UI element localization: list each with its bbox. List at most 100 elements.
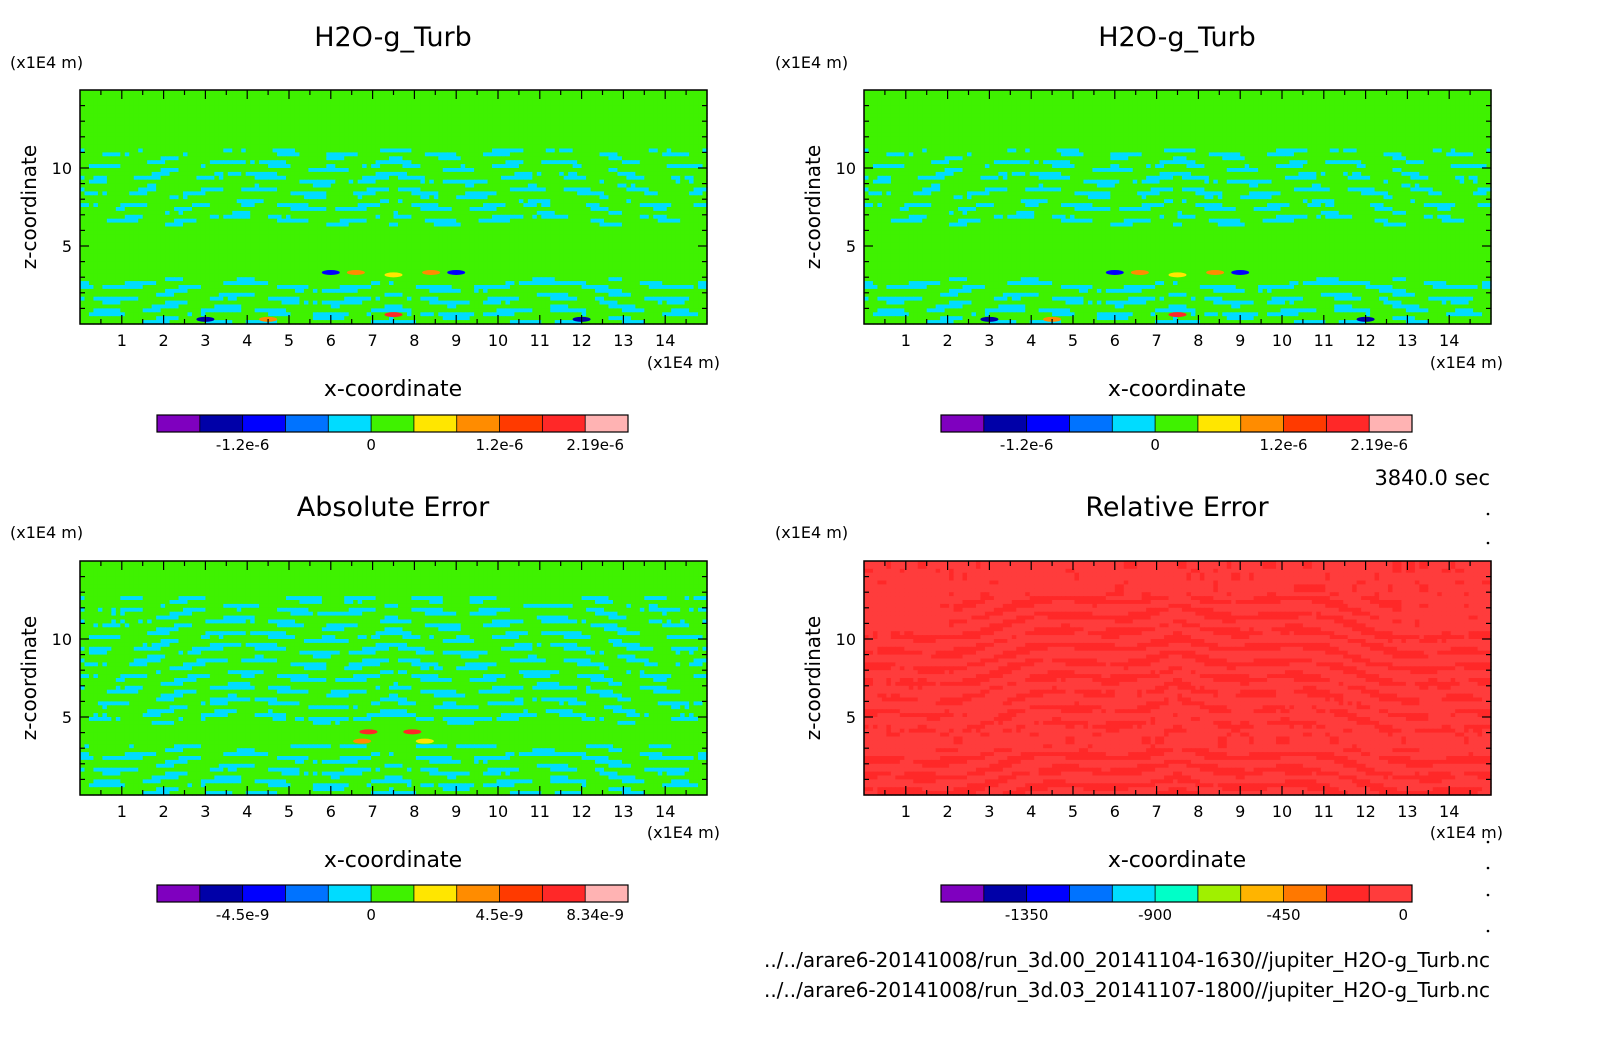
heatmap-cell: [698, 97, 704, 103]
heatmap-cell: [84, 164, 90, 169]
heatmap-cell: [680, 210, 686, 216]
heatmap-cell: [460, 187, 466, 192]
heatmap-cell: [702, 218, 708, 224]
heatmap-cell: [384, 125, 390, 130]
heatmap-cell: [209, 195, 215, 200]
heatmap-cell: [142, 214, 148, 220]
heatmap-cell: [389, 210, 395, 216]
heatmap-cell: [344, 195, 350, 200]
heatmap-cell: [447, 101, 453, 107]
heatmap-cell: [120, 97, 126, 103]
heatmap-cell: [160, 97, 166, 103]
heatmap-cell: [550, 168, 556, 173]
heatmap-cell: [169, 156, 175, 161]
heatmap-cell: [675, 183, 681, 189]
heatmap-cell: [209, 129, 215, 134]
heatmap-cell: [617, 132, 623, 138]
heatmap-cell: [680, 195, 686, 200]
heatmap-cell: [241, 132, 247, 138]
heatmap-cell: [151, 183, 157, 189]
heatmap-cell: [447, 226, 453, 231]
heatmap-cell: [272, 210, 278, 216]
heatmap-cell: [245, 175, 251, 181]
heatmap-cell: [165, 148, 171, 153]
heatmap-cell: [375, 113, 381, 118]
heatmap-cell: [353, 226, 359, 231]
heatmap-cell: [545, 93, 551, 99]
heatmap-cell: [559, 195, 565, 200]
heatmap-cell: [196, 109, 202, 114]
heatmap-cell: [635, 152, 641, 157]
heatmap-cell: [205, 93, 211, 99]
heatmap-cell: [263, 113, 269, 118]
heatmap-cell: [277, 214, 283, 220]
heatmap-cell: [227, 179, 233, 185]
heatmap-cell: [303, 129, 310, 134]
heatmap-cell: [303, 171, 310, 177]
heatmap-cell: [138, 156, 144, 161]
heatmap-cell: [541, 129, 547, 134]
heatmap-cell: [505, 187, 511, 192]
heatmap-cell: [559, 117, 565, 122]
heatmap-cell: [635, 222, 641, 228]
heatmap-cell: [308, 136, 314, 142]
heatmap-cell: [102, 175, 108, 181]
heatmap-cell: [536, 97, 542, 103]
heatmap-cell: [330, 144, 336, 150]
heatmap-cell: [630, 168, 636, 173]
heatmap-cell: [375, 117, 381, 122]
heatmap-cell: [483, 195, 489, 200]
heatmap-cell: [97, 214, 103, 220]
heatmap-cell: [348, 210, 354, 216]
heatmap-cell: [451, 207, 457, 212]
heatmap-cell: [129, 105, 135, 111]
heatmap-cell: [648, 199, 654, 204]
heatmap-cell: [541, 207, 547, 212]
heatmap-cell: [420, 90, 426, 95]
heatmap-cell: [259, 171, 265, 177]
heatmap-cell: [371, 222, 377, 228]
heatmap-cell: [666, 191, 672, 196]
heatmap-cell: [581, 160, 587, 165]
heatmap-cell: [178, 109, 184, 114]
heatmap-cell: [299, 218, 305, 224]
heatmap-cell: [281, 125, 287, 130]
heatmap-cell: [102, 129, 108, 134]
heatmap-cell: [586, 113, 592, 118]
heatmap-cell: [438, 93, 444, 99]
heatmap-cell: [384, 187, 390, 192]
heatmap-cell: [648, 125, 654, 130]
heatmap-cell: [424, 218, 430, 224]
heatmap-cell: [196, 113, 202, 118]
heatmap-cell: [657, 210, 663, 216]
heatmap-cell: [509, 199, 516, 204]
heatmap-cell: [84, 207, 90, 212]
heatmap-cell: [129, 121, 135, 126]
heatmap-cell: [174, 90, 180, 95]
heatmap-cell: [147, 187, 153, 192]
heatmap-cell: [518, 140, 524, 146]
heatmap-cell: [442, 218, 448, 224]
heatmap-cell: [689, 90, 695, 95]
heatmap-cell: [586, 101, 592, 107]
heatmap-cell: [330, 175, 336, 181]
heatmap-cell: [595, 203, 601, 208]
heatmap-cell: [205, 199, 211, 204]
heatmap-cell: [308, 97, 314, 103]
heatmap-cell: [424, 175, 430, 181]
heatmap-cell: [617, 195, 623, 200]
heatmap-cell: [272, 183, 278, 189]
heatmap-cell: [187, 222, 193, 228]
heatmap-cell: [165, 113, 171, 118]
heatmap-cell: [303, 97, 310, 103]
heatmap-cell: [608, 125, 614, 130]
heatmap-cell: [635, 203, 641, 208]
heatmap-cell: [232, 187, 238, 192]
heatmap-cell: [617, 121, 623, 126]
heatmap-cell: [97, 101, 103, 107]
heatmap-cell: [290, 210, 296, 216]
heatmap-cell: [227, 199, 233, 204]
heatmap-cell: [218, 136, 224, 142]
heatmap-cell: [290, 101, 296, 107]
heatmap-cell: [483, 148, 489, 153]
